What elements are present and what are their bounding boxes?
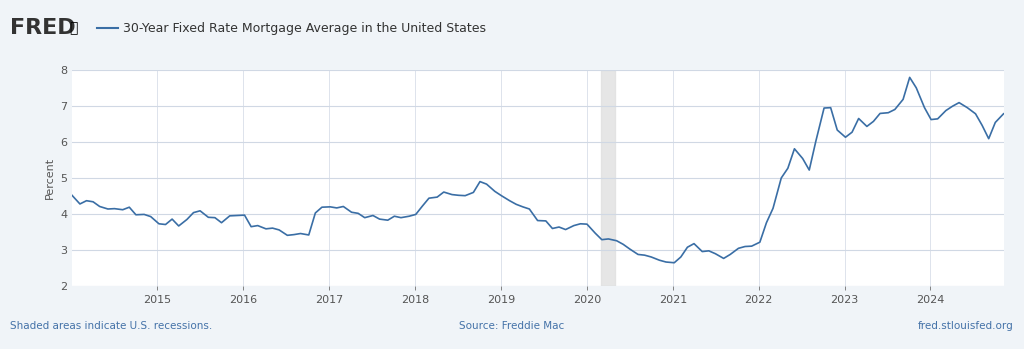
Text: Source: Freddie Mac: Source: Freddie Mac xyxy=(460,321,564,331)
Text: 30-Year Fixed Rate Mortgage Average in the United States: 30-Year Fixed Rate Mortgage Average in t… xyxy=(123,22,485,35)
Text: Shaded areas indicate U.S. recessions.: Shaded areas indicate U.S. recessions. xyxy=(10,321,213,331)
Y-axis label: Percent: Percent xyxy=(45,157,55,199)
Text: fred.stlouisfed.org: fred.stlouisfed.org xyxy=(918,321,1014,331)
Bar xyxy=(601,70,615,286)
Text: 📈: 📈 xyxy=(70,21,78,35)
Text: FRED: FRED xyxy=(10,18,76,38)
